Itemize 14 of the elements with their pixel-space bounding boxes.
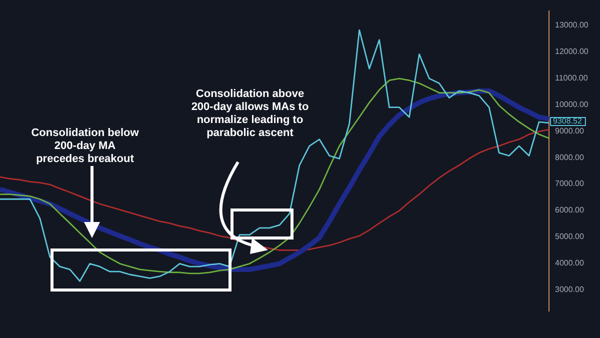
- y-tick-label: 9000.00: [555, 126, 584, 136]
- y-tick-label: 7000.00: [555, 179, 584, 188]
- y-tick-label: 8000.00: [555, 152, 584, 162]
- y-tick-label: 11000.00: [555, 73, 588, 82]
- y-tick-label: 5000.00: [555, 232, 584, 242]
- annotation: Consolidation below 200-day MA precedes breakout: [30, 127, 140, 166]
- y-tick-label: 13000.00: [555, 20, 589, 30]
- y-tick-label: 12000.00: [555, 47, 589, 56]
- y-tick-label: 3000.00: [555, 285, 584, 294]
- annotation: 9308.52: [553, 116, 582, 126]
- y-tick-label: 10000.00: [555, 100, 589, 109]
- y-tick-label: 4000.00: [555, 258, 584, 268]
- y-tick-label: 6000.00: [555, 206, 584, 215]
- annotation: Consolidation above 200-day allows MAs to normalize leading to parabolic ascent: [190, 88, 310, 140]
